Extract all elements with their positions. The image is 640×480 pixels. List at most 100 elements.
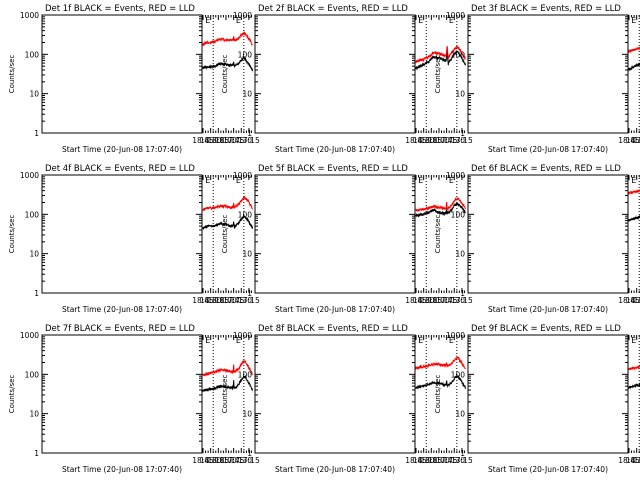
plot-frame — [41, 334, 203, 454]
y-axis-label: Counts/sec — [8, 215, 16, 254]
plot-frame — [467, 14, 629, 134]
series-lld-line — [628, 188, 640, 195]
y-tick-label: 10 — [455, 90, 465, 99]
x-tick-label: 18:15 — [634, 456, 640, 465]
y-tick-label: 10 — [242, 250, 252, 259]
y-tick-label: 1000 — [446, 11, 465, 20]
y-axis-label: Counts/sec — [221, 215, 229, 254]
y-tick-label: 1000 — [446, 331, 465, 340]
x-tick-label: 18:45 — [405, 136, 427, 145]
x-tick-label: 17:30 — [443, 136, 465, 145]
panel-title: Det 8f BLACK = Events, RED = LLD — [258, 324, 408, 334]
series-events-line — [202, 55, 253, 72]
y-tick-label: 10 — [29, 90, 39, 99]
plot-frame — [467, 174, 629, 294]
x-tick-label: 18:00 — [428, 296, 450, 305]
flare-marker: E — [631, 336, 636, 345]
x-tick-label: 17:30 — [230, 136, 252, 145]
x-tick-label: 18:15 — [421, 456, 443, 465]
x-tick-label: 18:45 — [192, 456, 214, 465]
y-tick-label: 1000 — [446, 171, 465, 180]
detector-panel-1: Det 1f BLACK = Events, RED = LLD 1 10 100 10… — [8, 4, 260, 154]
x-tick-label: 17:30 — [443, 296, 465, 305]
y-tick-label: 1000 — [20, 171, 39, 180]
y-tick-label: 100 — [451, 50, 466, 59]
series-events-line — [415, 49, 466, 71]
y-tick-label: 10 — [29, 250, 39, 259]
x-tick-label: 18:00 — [428, 456, 450, 465]
y-tick-label: 100 — [25, 370, 40, 379]
plot-frame — [254, 14, 416, 134]
x-axis-label: Start Time (20-Jun-08 17:07:40) — [488, 465, 608, 474]
y-tick-label: 1 — [34, 129, 39, 138]
x-tick-label: 17:45 — [436, 456, 458, 465]
x-tick-label: 18:15 — [421, 136, 443, 145]
y-tick-label: 10 — [455, 410, 465, 419]
plot-frame — [467, 334, 629, 454]
y-tick-label: 100 — [25, 50, 40, 59]
flare-marker: E — [449, 16, 454, 25]
x-tick-label: 17:45 — [223, 296, 245, 305]
x-tick-label: 18:30 — [200, 296, 222, 305]
flare-marker: E — [236, 16, 241, 25]
y-axis-label: Counts/sec — [221, 375, 229, 414]
x-tick-label: 18:45 — [405, 456, 427, 465]
detector-panel-9: Det 9f BLACK = Events, RED = LLD 1 10 100 10… — [434, 324, 640, 474]
flare-marker: E — [205, 16, 210, 25]
y-tick-label: 1000 — [20, 11, 39, 20]
y-tick-label: 1 — [34, 449, 39, 458]
x-tick-label: 18:30 — [413, 456, 435, 465]
detector-panel-8: Det 8f BLACK = Events, RED = LLD 1 10 100 10… — [221, 324, 473, 474]
y-tick-label: 1000 — [20, 331, 39, 340]
detector-panel-7: Det 7f BLACK = Events, RED = LLD 1 10 100 10… — [8, 324, 260, 474]
x-tick-label: 18:45 — [618, 456, 640, 465]
panel-title: Det 9f BLACK = Events, RED = LLD — [471, 324, 621, 334]
detector-panel-4: Det 4f BLACK = Events, RED = LLD 1 10 100 10… — [8, 164, 260, 314]
flare-marker: E — [418, 16, 423, 25]
y-tick-label: 1 — [460, 289, 465, 298]
y-tick-label: 100 — [451, 370, 466, 379]
y-tick-label: 100 — [238, 370, 253, 379]
plot-frame — [254, 174, 416, 294]
y-tick-label: 1 — [34, 289, 39, 298]
series-lld-line — [415, 44, 466, 64]
x-tick-label: 18:45 — [618, 296, 640, 305]
y-tick-label: 1000 — [233, 11, 252, 20]
x-tick-label: 18:15 — [208, 456, 230, 465]
panel-title: Det 1f BLACK = Events, RED = LLD — [45, 4, 195, 14]
series-lld-line — [202, 195, 253, 212]
y-axis-label: Counts/sec — [8, 55, 16, 94]
y-tick-label: 100 — [238, 50, 253, 59]
panel-title: Det 4f BLACK = Events, RED = LLD — [45, 164, 195, 174]
x-tick-label: 17:45 — [436, 296, 458, 305]
y-tick-label: 1 — [247, 129, 252, 138]
x-tick-label: 17:45 — [223, 136, 245, 145]
y-axis-label: Counts/sec — [434, 375, 442, 414]
x-tick-label: 17:15 — [238, 296, 260, 305]
x-axis-label: Start Time (20-Jun-08 17:07:40) — [488, 145, 608, 154]
series-lld-line — [415, 196, 466, 213]
x-axis-label: Start Time (20-Jun-08 17:07:40) — [62, 305, 182, 314]
y-axis-label: Counts/sec — [434, 215, 442, 254]
panel-title: Det 7f BLACK = Events, RED = LLD — [45, 324, 195, 334]
flare-marker: E — [449, 176, 454, 185]
series-events-line — [202, 374, 253, 392]
y-tick-label: 1000 — [233, 331, 252, 340]
x-tick-label: 17:15 — [451, 296, 473, 305]
panel-title: Det 6f BLACK = Events, RED = LLD — [471, 164, 621, 174]
x-tick-label: 18:30 — [626, 296, 640, 305]
x-tick-label: 18:45 — [192, 136, 214, 145]
y-tick-label: 100 — [238, 210, 253, 219]
y-tick-label: 1 — [460, 449, 465, 458]
flare-marker: E — [631, 176, 636, 185]
y-tick-label: 10 — [242, 90, 252, 99]
x-tick-label: 18:30 — [626, 456, 640, 465]
flare-marker: E — [205, 336, 210, 345]
series-lld-line — [628, 46, 640, 54]
x-tick-label: 18:15 — [421, 296, 443, 305]
x-tick-label: 17:15 — [238, 456, 260, 465]
y-tick-label: 100 — [451, 210, 466, 219]
panel-title: Det 2f BLACK = Events, RED = LLD — [258, 4, 408, 14]
x-tick-label: 17:30 — [230, 456, 252, 465]
series-events-line — [628, 214, 640, 222]
